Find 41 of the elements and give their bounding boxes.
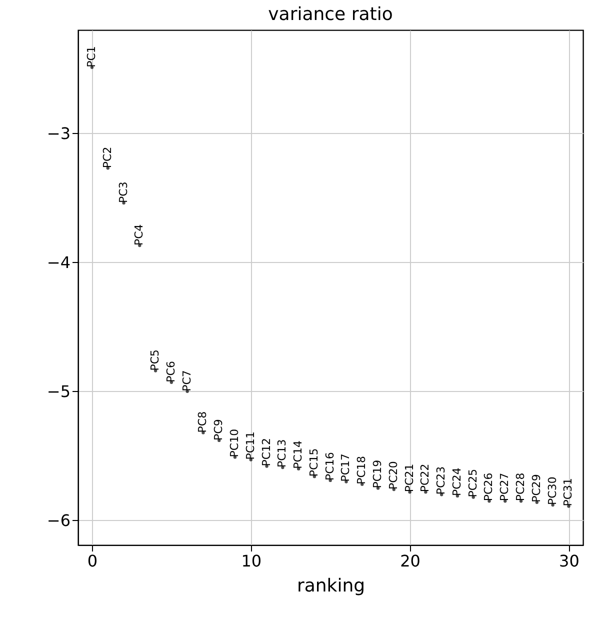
data-label: PC26 bbox=[482, 472, 496, 502]
data-label: PC24 bbox=[450, 468, 464, 496]
data-label: PC28 bbox=[514, 472, 528, 502]
data-label: PC2 bbox=[100, 146, 114, 168]
data-label: PC25 bbox=[466, 468, 480, 498]
chart-title: variance ratio bbox=[268, 4, 393, 25]
data-label: PC16 bbox=[323, 452, 336, 480]
data-label: PC20 bbox=[386, 461, 400, 490]
data-label: PC1 bbox=[84, 46, 98, 68]
data-label: PC27 bbox=[498, 472, 512, 502]
y-tick-label: −3 bbox=[46, 124, 70, 143]
data-label: PC21 bbox=[402, 464, 416, 492]
y-tick-label: −4 bbox=[46, 252, 70, 272]
x-tick-label: 30 bbox=[559, 552, 580, 570]
data-label: PC7 bbox=[180, 370, 194, 392]
data-label: PC11 bbox=[244, 432, 257, 460]
data-label: PC3 bbox=[116, 182, 130, 203]
data-label: PC9 bbox=[212, 419, 226, 440]
data-label: PC23 bbox=[434, 466, 448, 495]
data-label: PC18 bbox=[355, 456, 368, 484]
data-label: PC4 bbox=[132, 224, 146, 246]
data-label: PC6 bbox=[164, 361, 178, 382]
data-label: PC19 bbox=[371, 460, 384, 488]
data-label: PC22 bbox=[418, 464, 432, 492]
data-label: PC14 bbox=[292, 440, 305, 469]
data-label: PC8 bbox=[196, 411, 210, 433]
x-tick-label: 10 bbox=[241, 552, 262, 570]
data-label: PC5 bbox=[148, 349, 162, 371]
x-tick-label: 20 bbox=[400, 552, 420, 570]
data-label: PC10 bbox=[228, 428, 241, 458]
data-label: PC31 bbox=[562, 478, 575, 506]
y-tick-label: −6 bbox=[46, 510, 70, 530]
data-label: PC17 bbox=[339, 453, 352, 482]
data-label: PC12 bbox=[260, 438, 273, 466]
data-label: PC29 bbox=[530, 474, 543, 502]
x-tick-label: 0 bbox=[87, 552, 98, 570]
y-tick-label: −5 bbox=[46, 382, 70, 401]
data-label: PC15 bbox=[307, 448, 320, 477]
x-axis-title: ranking bbox=[296, 576, 366, 596]
data-label: PC13 bbox=[276, 439, 289, 468]
data-label: PC30 bbox=[546, 476, 559, 505]
